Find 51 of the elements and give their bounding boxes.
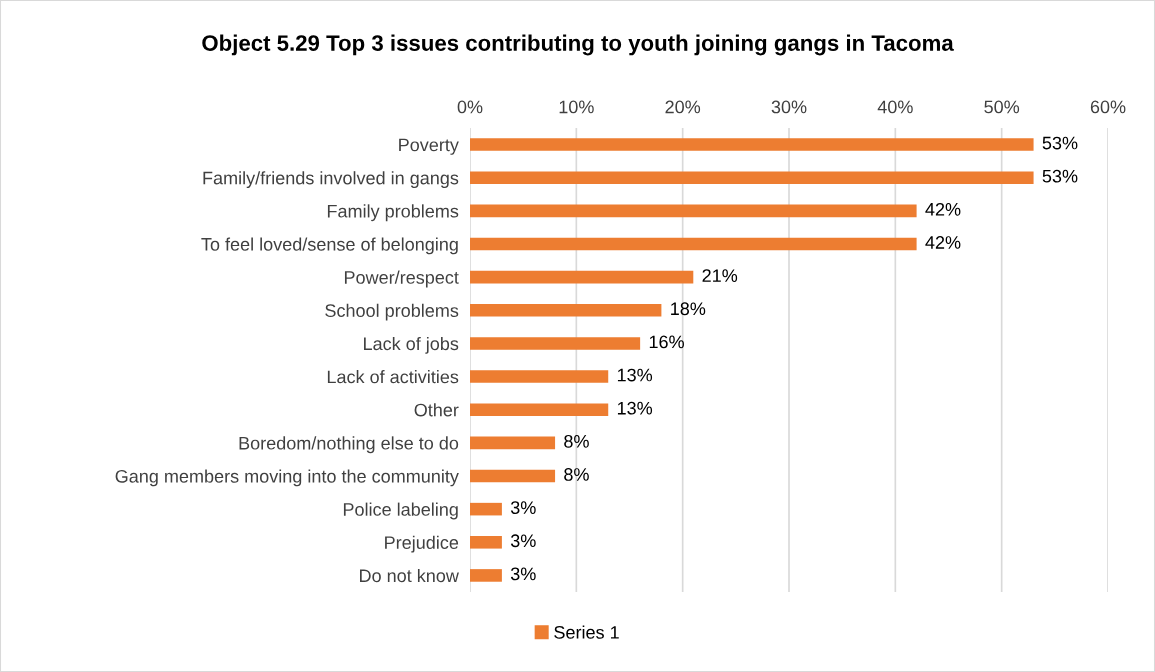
bar — [470, 337, 641, 350]
data-label: 3% — [510, 534, 536, 548]
bar — [470, 569, 502, 582]
x-tick-label: 40% — [877, 100, 913, 114]
y-tick-label: Lack of jobs — [364, 336, 459, 354]
bar — [470, 171, 1034, 185]
y-tick-label: Boredom/nothing else to do — [239, 436, 459, 454]
chart-title: Object 5.29 Top 3 issues contributing to youth joining gangs in Tacoma — [202, 34, 954, 56]
data-label: 53% — [1042, 169, 1078, 183]
data-label: 42% — [925, 236, 961, 249]
data-label: 3% — [510, 567, 536, 581]
data-label: 13% — [617, 401, 653, 415]
x-tick-label: 10% — [559, 100, 594, 114]
bar — [470, 270, 694, 284]
y-tick-label: Prejudice — [385, 535, 459, 553]
y-tick-label: School problems — [325, 303, 459, 321]
bar — [470, 502, 502, 516]
bar — [470, 237, 917, 251]
data-label: 8% — [564, 468, 589, 481]
bar — [470, 204, 917, 218]
bar — [470, 303, 662, 317]
data-label: 3% — [510, 501, 536, 514]
y-tick-label: Police labeling — [343, 502, 458, 520]
x-tick-label: 20% — [665, 100, 701, 114]
bar — [470, 469, 556, 483]
y-tick-label: Other — [414, 403, 459, 417]
bar — [470, 535, 502, 549]
x-tick-label: 0% — [457, 100, 483, 114]
x-tick-label: 50% — [984, 100, 1020, 114]
bar — [470, 138, 1034, 151]
y-tick-label: Power/respect — [344, 270, 459, 288]
legend-label: Series 1 — [554, 625, 619, 639]
y-tick-label: To feel loved/sense of belonging — [201, 237, 458, 255]
bar — [470, 403, 609, 417]
y-tick-label: Poverty — [399, 138, 459, 155]
y-tick-label: Do not know — [360, 568, 459, 583]
bar — [470, 370, 609, 383]
x-tick-label: 60% — [1090, 100, 1126, 114]
data-label: 18% — [671, 302, 706, 316]
data-label: 13% — [617, 368, 653, 382]
data-label: 16% — [649, 335, 684, 349]
y-tick-label: Family problems — [327, 204, 459, 222]
data-label: 53% — [1042, 136, 1078, 150]
data-label: 42% — [925, 202, 961, 216]
data-label: 8% — [564, 434, 589, 448]
x-tick-label: 30% — [771, 100, 807, 114]
data-label: 21% — [702, 269, 738, 282]
bar — [470, 436, 556, 450]
y-tick-label: Gang members moving into the community — [115, 469, 459, 487]
y-tick-label: Lack of activities — [327, 370, 459, 384]
y-tick-label: Family/friends involved in gangs — [203, 171, 459, 188]
